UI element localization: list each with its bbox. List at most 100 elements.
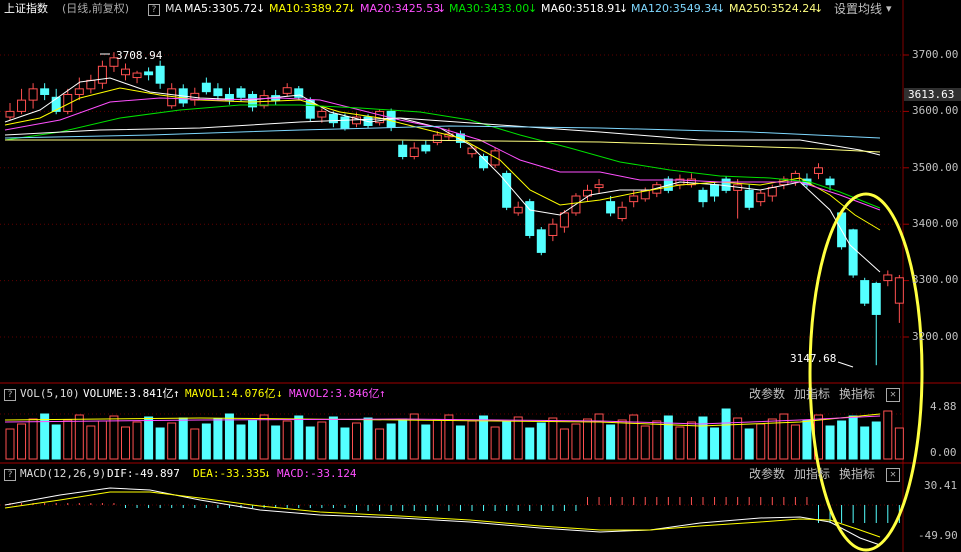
volume-close-icon[interactable]: ✕ [886, 388, 900, 402]
settings-dropdown-icon[interactable]: ▾ [886, 2, 892, 15]
ma-header: 上证指数 (日线,前复权) ? MA MA5:3305.72 ↓ MA10:33… [0, 0, 961, 18]
ma10-line [4, 87, 881, 231]
candle-body [617, 206, 627, 220]
candle-body [121, 68, 130, 76]
volume-bar [409, 413, 419, 460]
candle-body [502, 172, 512, 208]
macd-axis-top: 30.41 [924, 479, 958, 492]
candle-body [432, 134, 442, 143]
volume-bar [328, 416, 338, 460]
macd-value: MACD:-33.124 [277, 467, 357, 480]
macd-help-icon[interactable]: ? [4, 469, 16, 481]
volume-bar [548, 417, 558, 460]
volume-bar [317, 421, 327, 460]
volume-bar [825, 425, 835, 460]
volume-bar [837, 420, 847, 460]
volume-bar [479, 415, 489, 460]
volume-bar [28, 418, 38, 460]
ma-settings-button[interactable]: 设置均线 [834, 2, 883, 16]
candle-body [513, 206, 523, 214]
volume-bar [502, 421, 512, 460]
volume-bar [652, 420, 662, 460]
low-price-label: 3147.68 [790, 352, 837, 365]
macd-switch-indicator-button[interactable]: 换指标 [839, 467, 876, 481]
candle-body [583, 189, 592, 197]
volume-bar [594, 413, 604, 460]
volume-arrow: ↑ [173, 387, 180, 400]
volume-axis-bottom: 0.00 [930, 446, 957, 459]
volume-change-params-button[interactable]: 改参数 [749, 387, 786, 401]
volume-bar [271, 425, 281, 460]
volume-bar [421, 424, 431, 460]
index-name: 上证指数 [4, 2, 48, 15]
candle-body [132, 72, 142, 79]
mavol2-value: MAVOL2:3.846亿 [289, 387, 380, 400]
volume-bar [559, 428, 569, 460]
candle-body [17, 99, 27, 112]
candle-body [317, 110, 327, 118]
ma-prefix: MA [165, 2, 183, 15]
volume-bar [305, 426, 315, 460]
price-tick: 3600.00 [912, 104, 959, 117]
mavol1-value: MAVOL1:4.076亿 [185, 387, 276, 400]
volume-bar [294, 415, 304, 460]
candle-body [294, 88, 304, 98]
volume-bar [97, 420, 107, 460]
help-icon[interactable]: ? [148, 4, 160, 16]
volume-bar [883, 410, 893, 460]
volume-bar [375, 428, 385, 460]
candle-body [848, 229, 858, 276]
candle-body [28, 88, 38, 101]
volume-bar [213, 418, 223, 460]
ma5-line [4, 77, 881, 273]
candle-body [40, 88, 50, 95]
highlight-ellipse [808, 192, 924, 552]
volume-bar [17, 423, 27, 460]
volume-switch-indicator-button[interactable]: 换指标 [839, 387, 876, 401]
candle-body [155, 65, 165, 84]
volume-bar [894, 427, 904, 460]
volume-bar [790, 424, 800, 460]
price-tick: 3400.00 [912, 217, 959, 230]
volume-bar [467, 420, 477, 460]
volume-bar [663, 415, 673, 460]
volume-bar [710, 427, 720, 460]
macd-change-params-button[interactable]: 改参数 [749, 467, 786, 481]
candle-body [548, 223, 558, 236]
macd-close-icon[interactable]: ✕ [886, 468, 900, 482]
period-label: (日线,前复权) [62, 2, 130, 15]
volume-bar [178, 417, 188, 460]
macd-add-indicator-button[interactable]: 加指标 [794, 467, 831, 481]
ma120-arrow: ↓ [716, 2, 726, 15]
volume-bar [224, 413, 234, 460]
volume-bar [51, 424, 61, 460]
dif-line [4, 487, 881, 546]
volume-bar [606, 424, 616, 460]
dif-value: DIF:-49.897 [107, 467, 180, 480]
candle-body [144, 71, 154, 76]
candle-body [710, 184, 720, 197]
candle-body [259, 95, 269, 107]
volume-bar [525, 427, 535, 460]
volume-bar [282, 420, 292, 460]
candle-body [109, 57, 119, 67]
ma250-arrow: ↓ [814, 2, 824, 15]
volume-bar [490, 426, 500, 460]
volume-help-icon[interactable]: ? [4, 389, 16, 401]
price-tick: 3700.00 [912, 48, 959, 61]
candle-body [201, 82, 211, 93]
ma30-value: MA30:3433.00 [449, 2, 530, 15]
ma250-line [5, 139, 881, 153]
candle-body [236, 88, 246, 98]
volume-bar [40, 413, 50, 460]
candle-body [51, 96, 61, 112]
ma250-value: MA250:3524.24 [729, 2, 817, 15]
candle-body [248, 93, 258, 108]
volume-bar [571, 423, 581, 460]
volume-bar [132, 421, 142, 460]
volume-add-indicator-button[interactable]: 加指标 [794, 387, 831, 401]
ma30-line [4, 104, 881, 209]
volume-bar [721, 408, 731, 460]
candle-body [97, 65, 107, 84]
